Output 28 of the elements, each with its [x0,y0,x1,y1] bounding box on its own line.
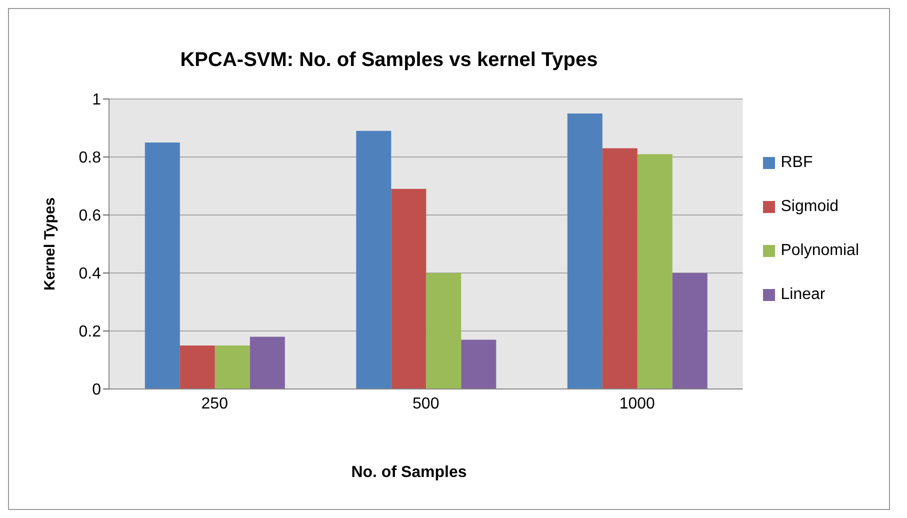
y-tick-label: 0.6 [78,208,102,225]
bar [602,148,638,389]
bar [214,346,250,389]
y-tick-label: 0.2 [78,324,102,341]
chart-title: KPCA-SVM: No. of Samples vs kernel Types [179,49,599,72]
x-tick-label: 1000 [619,395,656,412]
bar [567,114,602,389]
bar [426,273,462,389]
bar [144,142,180,389]
legend-label: Linear [780,286,826,304]
bar [461,340,496,389]
y-tick-label: 0.8 [78,150,102,167]
x-tick-label: 250 [201,395,228,412]
bar [180,346,215,389]
legend-label: Sigmoid [780,198,839,216]
legend-label: Polynomial [780,242,859,260]
bar [672,273,708,389]
y-tick-label: 0.4 [78,266,102,283]
y-axis-title: Kernel Types [41,197,58,291]
x-axis-title: No. of Samples [350,464,468,482]
bar [391,188,426,389]
y-tick-label: 0 [92,382,102,399]
bar [637,154,672,389]
bar [356,130,392,389]
x-tick-label: 500 [412,395,440,412]
y-tick-label: 1 [92,92,102,109]
legend-label: RBF [780,154,813,172]
bar [250,336,285,389]
